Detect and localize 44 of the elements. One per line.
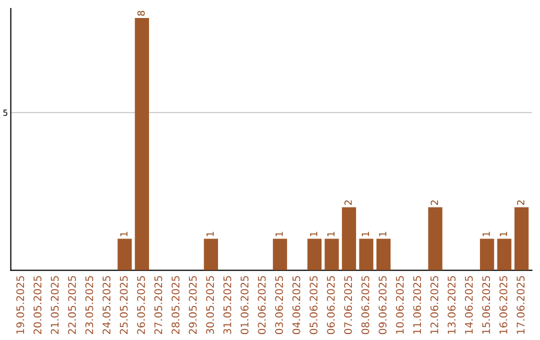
data-label: 1	[482, 232, 490, 236]
x-tick-label: 28.05.2025	[172, 276, 180, 334]
x-tick-label: 01.06.2025	[240, 276, 248, 334]
x-tick-label: 13.06.2025	[448, 276, 456, 334]
x-tick-label: 08.06.2025	[361, 276, 370, 334]
y-tick-label: 5	[3, 110, 8, 116]
x-tick-label: 30.05.2025	[206, 276, 214, 334]
data-label: 2	[344, 200, 352, 205]
data-label: 2	[517, 200, 524, 205]
data-label: 1	[120, 232, 128, 236]
x-tick-label: 31.05.2025	[223, 276, 232, 334]
x-tick-label: 05.06.2025	[310, 276, 318, 334]
data-label: 1	[276, 232, 283, 236]
data-label: 1	[327, 232, 334, 236]
x-tick-label: 25.05.2025	[120, 276, 128, 334]
x-tick-label: 19.05.2025	[16, 276, 24, 334]
data-label: 1	[362, 232, 369, 236]
x-tick-label: 16.06.2025	[499, 276, 508, 334]
x-tick-label: 27.05.2025	[154, 276, 162, 334]
x-tick-label: 06.06.2025	[326, 276, 335, 334]
data-label: 1	[500, 232, 507, 236]
x-tick-label: 21.05.2025	[50, 276, 59, 334]
x-tick-label: 03.06.2025	[275, 276, 283, 334]
x-tick-label: 22.05.2025	[68, 276, 76, 334]
x-tick-label: 24.05.2025	[102, 276, 110, 334]
x-tick-label: 14.06.2025	[464, 276, 473, 334]
x-tick-label: 07.06.2025	[344, 276, 352, 334]
x-tick-label: 11.06.2025	[413, 276, 422, 334]
x-tick-label: 10.06.2025	[396, 276, 404, 334]
x-tick-label: 26.05.2025	[137, 276, 145, 334]
data-label: 2	[430, 200, 438, 205]
x-tick-label: 09.06.2025	[378, 276, 387, 334]
data-label: 1	[206, 232, 214, 236]
x-tick-label: 04.06.2025	[292, 276, 300, 334]
x-tick-label: 15.06.2025	[482, 276, 490, 334]
x-tick-label: 02.06.2025	[258, 276, 266, 334]
data-label: 1	[310, 232, 318, 236]
data-label: 8	[137, 10, 145, 16]
x-tick-label: 17.06.2025	[516, 276, 525, 334]
x-tick-label: 20.05.2025	[34, 276, 42, 334]
x-tick-label: 29.05.2025	[188, 276, 197, 334]
x-tick-label: 23.05.2025	[85, 276, 94, 334]
data-label: 1	[379, 232, 386, 236]
x-tick-label: 12.06.2025	[430, 276, 438, 334]
